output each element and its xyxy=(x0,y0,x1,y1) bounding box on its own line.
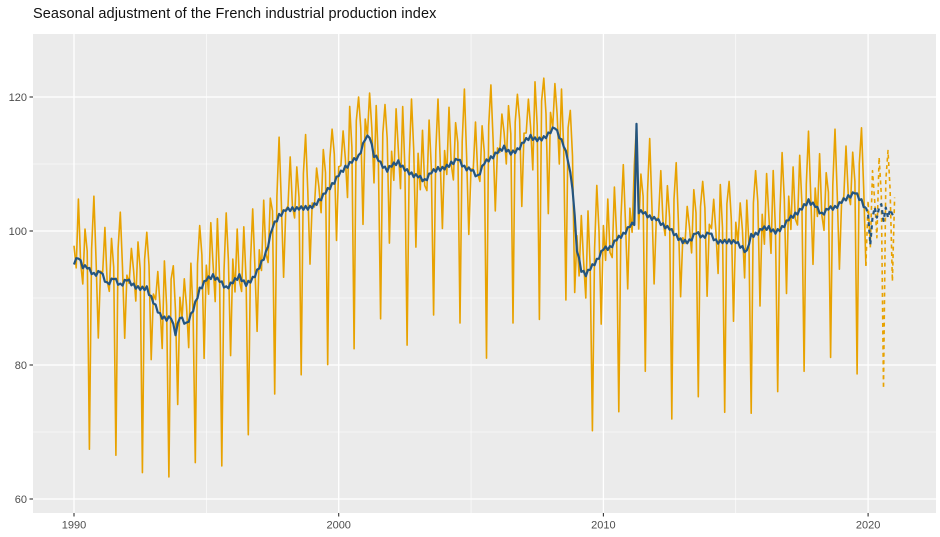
x-axis-tick-label: 2020 xyxy=(856,520,880,532)
x-axis-tick-label: 2010 xyxy=(591,520,615,532)
y-axis-tick-label: 80 xyxy=(15,360,27,372)
series-seasonally-adjusted-line xyxy=(72,122,867,337)
x-axis-tick-label: 1990 xyxy=(62,520,86,532)
chart-title: Seasonal adjustment of the French indust… xyxy=(33,6,437,22)
series-seasonally-adjusted-forecast-line xyxy=(864,203,896,246)
series-unadjusted-forecast-line xyxy=(865,149,896,390)
x-axis-tick-label: 2000 xyxy=(326,520,350,532)
y-axis-tick-label: 60 xyxy=(15,494,27,506)
y-axis-tick-label: 120 xyxy=(9,92,27,104)
y-axis-tick-label: 100 xyxy=(9,226,27,238)
